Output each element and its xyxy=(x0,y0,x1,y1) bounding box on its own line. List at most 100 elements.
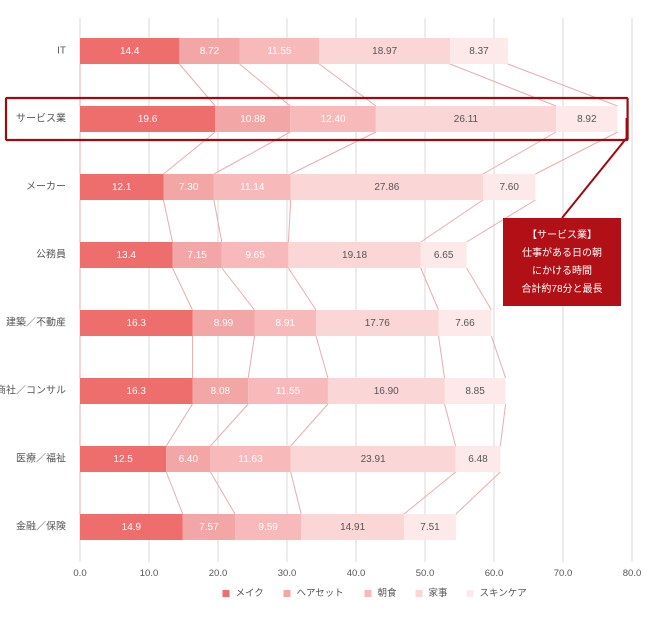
legend-label: 朝食 xyxy=(378,587,398,599)
x-tick-label: 20.0 xyxy=(209,568,228,579)
bar-value-label: 8.91 xyxy=(276,318,296,329)
connector-line xyxy=(179,64,215,106)
category-label: 公務員 xyxy=(36,248,66,261)
bar-value-label: 12.5 xyxy=(113,454,133,465)
bar-value-label: 8.72 xyxy=(200,46,220,57)
connector-line xyxy=(445,404,456,446)
bar-value-label: 14.91 xyxy=(340,522,365,533)
bar-value-label: 9.65 xyxy=(245,250,265,261)
category-label: 商社／コンサル xyxy=(0,384,66,397)
connector-line xyxy=(291,132,376,174)
bar-value-label: 23.91 xyxy=(361,454,386,465)
connector-line xyxy=(240,64,291,106)
connector-line xyxy=(291,404,328,446)
category-label: 金融／保険 xyxy=(16,520,66,533)
x-tick-label: 30.0 xyxy=(278,568,297,579)
connector-line xyxy=(166,404,192,446)
x-tick-label: 70.0 xyxy=(554,568,573,579)
bar-value-label: 6.65 xyxy=(434,250,454,261)
bar-value-label: 7.66 xyxy=(455,318,475,329)
callout-text: にかける時間 xyxy=(532,265,592,277)
bar-value-label: 11.14 xyxy=(240,182,265,193)
x-tick-label: 0.0 xyxy=(73,568,86,579)
bar-value-label: 8.99 xyxy=(214,318,234,329)
connector-line xyxy=(210,472,235,514)
bar-value-label: 26.11 xyxy=(454,114,479,125)
bar-value-label: 12.1 xyxy=(112,182,132,193)
legend-swatch xyxy=(365,590,372,597)
bar-value-label: 13.4 xyxy=(116,250,136,261)
bar-value-label: 16.90 xyxy=(374,386,399,397)
bar-value-label: 17.76 xyxy=(365,318,390,329)
connector-line xyxy=(288,200,290,242)
category-label: IT xyxy=(57,46,66,57)
connector-line xyxy=(467,268,492,310)
connector-line xyxy=(163,132,215,174)
bar-value-label: 11.63 xyxy=(238,454,263,465)
legend-label: スキンケア xyxy=(480,588,527,599)
bar-value-label: 8.92 xyxy=(577,114,597,125)
connector-line xyxy=(421,268,439,310)
connector-line xyxy=(500,404,505,446)
bar-value-label: 11.55 xyxy=(276,386,301,397)
bar-value-label: 11.55 xyxy=(267,46,292,57)
bar-value-label: 16.3 xyxy=(127,386,147,397)
connector-line xyxy=(404,472,456,514)
bar-value-label: 7.60 xyxy=(499,182,519,193)
bar-value-label: 7.57 xyxy=(199,522,219,533)
bar-value-label: 6.48 xyxy=(468,454,488,465)
connector-line xyxy=(439,336,445,378)
bar-value-label: 7.30 xyxy=(179,182,199,193)
connector-line xyxy=(288,268,316,310)
bar-value-label: 27.86 xyxy=(374,182,399,193)
bar-value-label: 9.59 xyxy=(258,522,278,533)
bar-value-label: 19.6 xyxy=(138,114,158,125)
callout-text: 仕事がある日の朝 xyxy=(522,246,602,259)
legend-swatch xyxy=(416,590,423,597)
x-tick-label: 60.0 xyxy=(485,568,504,579)
bar-value-label: 7.51 xyxy=(420,522,440,533)
legend-swatch xyxy=(284,590,291,597)
connector-line xyxy=(166,472,183,514)
legend-swatch xyxy=(223,590,230,597)
legend-label: ヘアセット xyxy=(297,588,344,599)
bar-value-label: 10.88 xyxy=(240,114,265,125)
x-tick-label: 40.0 xyxy=(347,568,366,579)
bar-value-label: 7.15 xyxy=(187,250,207,261)
connector-line xyxy=(319,64,376,106)
connector-line xyxy=(316,336,328,378)
bar-value-label: 8.08 xyxy=(211,386,231,397)
connector-line xyxy=(535,132,617,174)
category-label: サービス業 xyxy=(16,112,66,125)
callout-text: 合計約78分と最長 xyxy=(521,282,602,295)
connector-line xyxy=(214,132,290,174)
bar-value-label: 16.3 xyxy=(127,318,147,329)
legend-swatch xyxy=(467,590,474,597)
callout-leader xyxy=(562,118,627,218)
bar-value-label: 18.97 xyxy=(372,46,397,57)
legend-label: メイク xyxy=(236,588,264,599)
connector-line xyxy=(210,404,248,446)
connector-line xyxy=(163,200,172,242)
chart-svg: IT 14.4 8.72 11.55 18.97 8.37 サービス業 19.6 10.88 12… xyxy=(0,0,650,627)
connector-line xyxy=(291,472,302,514)
category-label: 建築／不動産 xyxy=(6,316,66,329)
bar-value-label: 14.4 xyxy=(120,46,140,57)
connector-line xyxy=(248,336,254,378)
bar-value-label: 8.85 xyxy=(465,386,485,397)
chart-container: IT 14.4 8.72 11.55 18.97 8.37 サービス業 19.6 10.88 12… xyxy=(0,0,650,627)
x-tick-label: 50.0 xyxy=(416,568,435,579)
bar-value-label: 6.40 xyxy=(179,454,199,465)
legend-label: 家事 xyxy=(429,587,449,599)
bar-value-label: 12.40 xyxy=(321,114,346,125)
connector-line xyxy=(172,268,192,310)
connector-line xyxy=(222,268,255,310)
bar-value-label: 8.37 xyxy=(469,46,489,57)
callout-text: 【サービス業】 xyxy=(527,228,597,241)
x-tick-label: 80.0 xyxy=(623,568,642,579)
x-tick-label: 10.0 xyxy=(140,568,159,579)
connector-line xyxy=(421,200,483,242)
bar-value-label: 19.18 xyxy=(342,250,367,261)
category-label: メーカー xyxy=(26,181,66,193)
category-label: 医療／福祉 xyxy=(16,452,66,465)
